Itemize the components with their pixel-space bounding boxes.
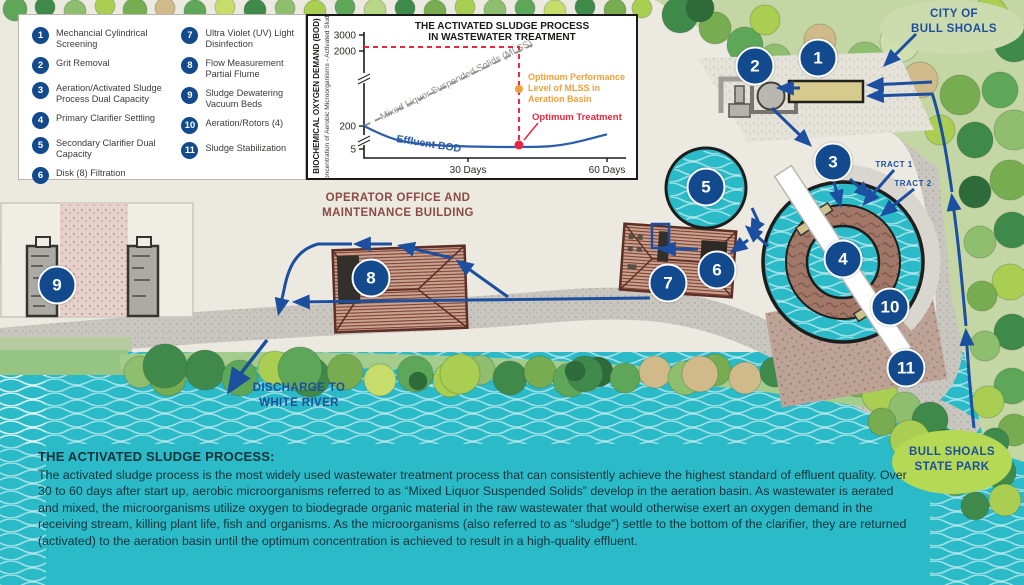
legend-label: Mechancial Cylindrical Screening [56,28,148,49]
legend-label: Disk (8) Filtration [56,168,126,178]
legend-number-badge: 9 [181,87,199,104]
svg-text:BIOCHEMICAL OXYGEN DEMAND (BOD: BIOCHEMICAL OXYGEN DEMAND (BOD) [312,18,321,174]
uv-pipe [650,222,671,250]
svg-text:THE ACTIVATED SLUDGE PROCESS: THE ACTIVATED SLUDGE PROCESS [415,21,590,32]
map-marker-9: 9 [37,265,77,305]
legend-item-1: 1 Mechancial Cylindrical Screening [32,26,181,49]
bull-shoals-state-park-label: BULL SHOALS STATE PARK [909,446,995,473]
legend-label: Flow Measurement Partial Flume [205,58,284,79]
svg-text:Effluent BOD: Effluent BOD [396,133,463,155]
bod-chart-panel: THE ACTIVATED SLUDGE PROCESS IN WASTEWATE… [306,6,638,186]
legend-label: Ultra Violet (UV) Light Disinfection [205,28,295,49]
legend-item-9: 9 Sludge Dewatering Vacuum Beds [181,86,299,109]
legend-label: Secondary Clarifier Dual Capacity [56,138,156,159]
legend-number-badge: 3 [32,82,49,99]
legend-number-badge: 7 [181,27,199,44]
legend-label: Sludge Dewatering Vacuum Beds [205,88,284,109]
map-marker-2: 2 [735,46,775,86]
map-marker-7: 7 [648,263,688,303]
screening-unit [787,79,865,104]
legend-number-badge: 2 [32,57,49,74]
legend-label: Primary Clarifier Settling [56,113,156,123]
legend-number-badge: 1 [32,27,49,44]
legend-item-2: 2 Grit Removal [32,56,181,74]
legend-number-badge: 5 [32,137,49,154]
legend-number-badge: 8 [181,57,199,74]
map-marker-1: 1 [798,38,838,78]
svg-text:Aeration Basin: Aeration Basin [528,94,592,104]
legend-label: Aeration/Rotors (4) [205,118,284,128]
legend-item-5: 5 Secondary Clarifier Dual Capacity [32,136,181,159]
map-marker-10: 10 [870,287,910,327]
legend-label: Sludge Stabilization [205,143,287,153]
legend-item-10: 10 Aeration/Rotors (4) [181,116,299,134]
map-marker-4: 4 [823,239,863,279]
city-label-backdrop [880,0,1024,54]
city-of-bull-shoals-label: CITY OF BULL SHOALS [911,8,997,35]
flow-arrows [226,32,976,429]
legend-column-1: 1 Mechancial Cylindrical Screening 2 Grit R… [32,26,181,184]
legend-number-badge: 10 [181,117,199,134]
legend-label: Aeration/Activated Sludge Process Dual C… [56,83,162,104]
svg-text:Optimum Treatment: Optimum Treatment [532,112,623,123]
legend-item-4: 4 Primary Clarifier Settling [32,111,181,129]
map-marker-11: 11 [886,348,926,388]
footer-heading: THE ACTIVATED SLUDGE PROCESS: [38,449,275,464]
svg-text:Optimum Performance: Optimum Performance [528,72,625,82]
legend-panel: 1 Mechancial Cylindrical Screening 2 Grit R… [18,14,306,184]
svg-text:3000: 3000 [334,31,357,42]
tract2-label: TRACT 2 [894,179,932,188]
map-marker-8: 8 [351,258,391,298]
footer-description: THE ACTIVATED SLUDGE PROCESS: The activa… [38,449,916,549]
svg-text:30 Days: 30 Days [450,165,487,176]
legend-number-badge: 11 [181,142,199,159]
legend-number-badge: 4 [32,112,49,129]
legend-item-3: 3 Aeration/Activated Sludge Process Dual … [32,81,181,104]
svg-text:Level of MLSS in: Level of MLSS in [528,83,600,93]
map-marker-6: 6 [697,250,737,290]
vacuum-beds [0,202,194,318]
trees-top-strip [2,0,653,23]
svg-text:5: 5 [350,145,356,156]
map-marker-5: 5 [686,167,726,207]
tract1-label: TRACT 1 [875,160,913,169]
legend-column-2: 7 Ultra Violet (UV) Light Disinfection 8 Fl… [181,26,299,171]
discharge-label: DISCHARGE TO WHITE RIVER [252,382,346,409]
legend-item-8: 8 Flow Measurement Partial Flume [181,56,299,79]
legend-item-6: 6 Disk (8) Filtration [32,166,181,184]
legend-item-7: 7 Ultra Violet (UV) Light Disinfection [181,26,299,49]
svg-text:IN WASTEWATER TREATMENT: IN WASTEWATER TREATMENT [428,32,575,43]
operator-office-label: OPERATOR OFFICE AND MAINTENANCE BUILDING [322,192,474,219]
legend-label: Grit Removal [56,58,110,68]
legend-item-11: 11 Sludge Stabilization [181,141,299,159]
operator-office-building [331,244,469,334]
svg-text:2000: 2000 [334,47,357,58]
map-marker-3: 3 [813,142,853,182]
svg-text:200: 200 [339,122,356,133]
trees-right-region [655,0,1024,462]
footer-body: The activated sludge process is the most… [38,468,907,548]
svg-text:60 Days: 60 Days [589,165,626,176]
grit-equipment-post [734,85,745,104]
svg-text:(Concentration of Aerobic Micr: (Concentration of Aerobic Microorganisms… [324,16,331,178]
legend-number-badge: 6 [32,167,49,184]
svg-text:Mixed Liquor Suspended Solids: Mixed Liquor Suspended Solids (MLSS) [378,38,534,123]
park-label-backdrop [892,430,1012,494]
